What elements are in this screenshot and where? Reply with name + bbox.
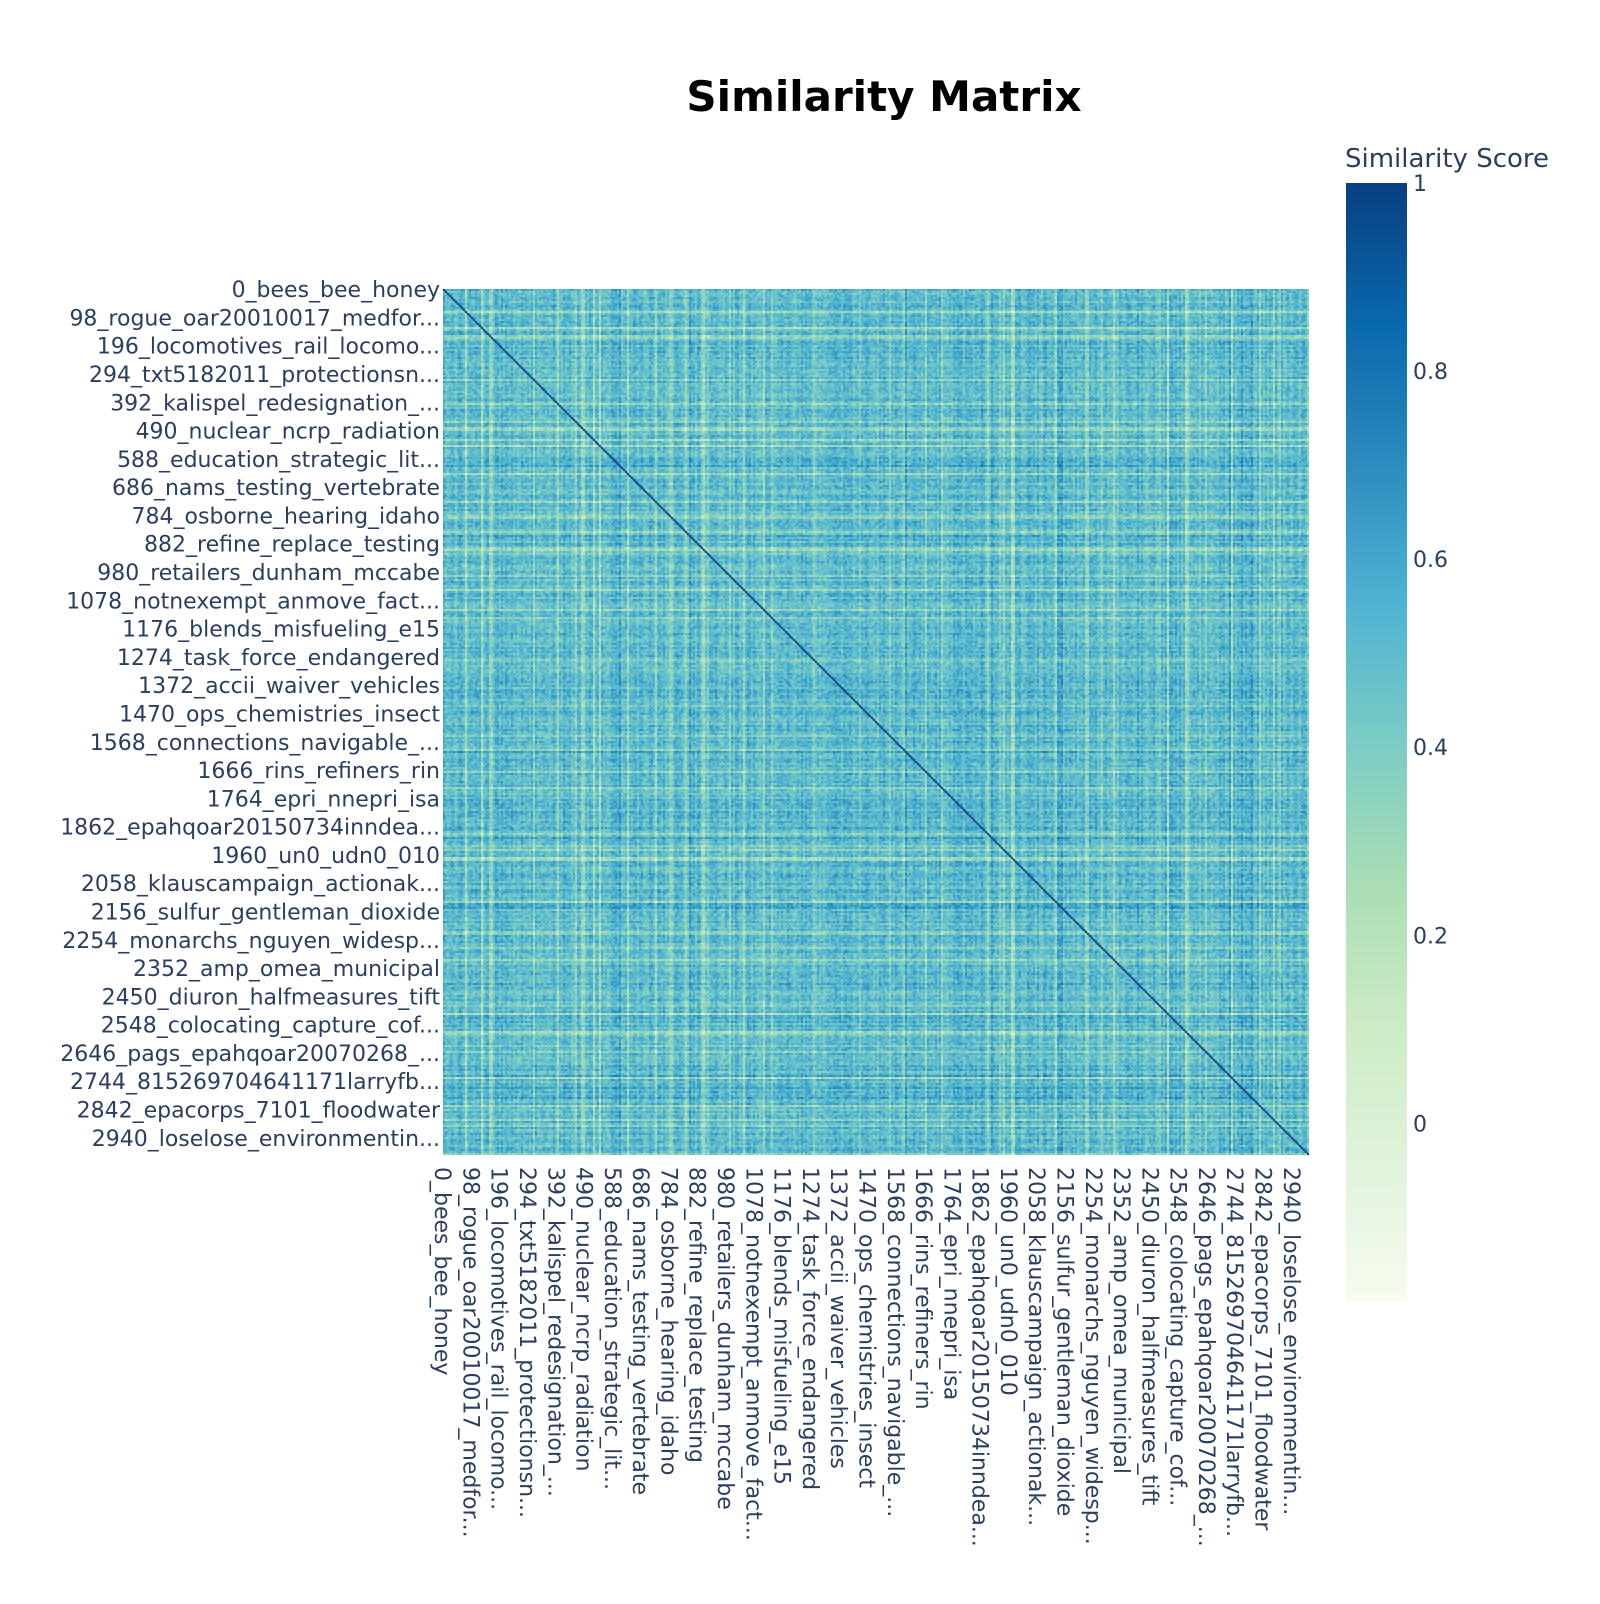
y-tick-label: 2450_diuron_halfmeasures_tift: [102, 985, 441, 1010]
y-tick-label: 98_rogue_oar20010017_medfor...: [69, 306, 440, 331]
y-tick-label: 2352_amp_omea_municipal: [133, 957, 440, 982]
x-tick-label: 1666_rins_refiners_rin: [910, 1167, 935, 1410]
y-tick-label: 1764_epri_nnepri_isa: [207, 787, 440, 812]
chart-title: Similarity Matrix: [686, 72, 1081, 121]
y-tick-label: 2842_epacorps_7101_floodwater: [77, 1099, 441, 1124]
y-tick-label: 1568_connections_navigable_...: [90, 731, 440, 756]
x-tick-label: 2940_loselose_environmentin...: [1278, 1167, 1303, 1515]
y-tick-label: 2744_815269704641171larryfb...: [70, 1070, 440, 1095]
x-tick-label: 1274_task_force_endangered: [797, 1167, 822, 1490]
x-tick-label: 2842_epacorps_7101_floodwater: [1250, 1167, 1275, 1531]
x-axis-tick-labels: 0_bees_bee_honey 98_rogue_oar20010017_med…: [429, 1167, 1303, 1547]
y-tick-label: 294_txt5182011_protectionsn...: [89, 363, 440, 388]
y-tick-label: 1078_notnexempt_anmove_fact...: [66, 589, 440, 614]
x-tick-label: 2058_klauscampaign_actionak...: [1023, 1167, 1048, 1526]
colorbar: Similarity Score 0 0.2 0.4 0.6 0.8 1: [1345, 144, 1549, 1302]
y-tick-label: 2254_monarchs_nguyen_widesp...: [62, 929, 440, 954]
x-tick-label: 2450_diuron_halfmeasures_tift: [1136, 1167, 1161, 1506]
y-tick-label: 784_osborne_hearing_idaho: [132, 504, 440, 529]
y-tick-label: 392_kalispel_redesignation_...: [110, 391, 440, 416]
y-tick-label: 1960_un0_udn0_010: [211, 844, 440, 869]
x-tick-label: 1078_notnexempt_anmove_fact...: [740, 1167, 765, 1541]
heatmap-plot-area: [442, 288, 1310, 1156]
x-tick-label: 1176_blends_misfueling_e15: [769, 1167, 794, 1485]
y-tick-label: 196_locomotives_rail_locomo...: [97, 335, 440, 360]
x-tick-label: 588_education_strategic_lit...: [599, 1167, 624, 1490]
x-tick-label: 784_osborne_hearing_idaho: [655, 1167, 680, 1475]
colorbar-tick-label: 0.6: [1413, 548, 1448, 573]
x-tick-label: 2646_pags_epahqoar20070268_...: [1193, 1167, 1218, 1547]
y-tick-label: 686_nams_testing_vertebrate: [112, 476, 440, 501]
x-tick-label: 2744_815269704641171larryfb...: [1221, 1167, 1246, 1537]
x-tick-label: 1960_un0_udn0_010: [995, 1167, 1020, 1396]
colorbar-tick-label: 0: [1413, 1112, 1427, 1137]
y-tick-label: 1470_ops_chemistries_insect: [119, 702, 440, 727]
y-tick-label: 2646_pags_epahqoar20070268_...: [60, 1042, 440, 1067]
x-tick-label: 980_retailers_dunham_mccabe: [712, 1167, 737, 1510]
x-tick-label: 2352_amp_omea_municipal: [1108, 1167, 1133, 1474]
x-tick-label: 2254_monarchs_nguyen_widesp...: [1080, 1167, 1105, 1545]
x-tick-label: 392_kalispel_redesignation_...: [542, 1167, 567, 1497]
x-tick-label: 294_txt5182011_protectionsn...: [514, 1167, 539, 1518]
colorbar-tick-label: 0.2: [1413, 924, 1448, 949]
x-tick-label: 196_locomotives_rail_locomo...: [486, 1167, 511, 1510]
x-tick-label: 0_bees_bee_honey: [429, 1167, 454, 1375]
x-tick-label: 1568_connections_navigable_...: [882, 1167, 907, 1517]
y-tick-label: 2940_loselose_environmentin...: [92, 1127, 440, 1152]
y-tick-label: 0_bees_bee_honey: [232, 278, 440, 303]
colorbar-tick-label: 0.8: [1413, 360, 1448, 385]
x-tick-label: 2156_sulfur_gentleman_dioxide: [1052, 1167, 1077, 1516]
y-tick-label: 2058_klauscampaign_actionak...: [81, 872, 440, 897]
colorbar-gradient: [1346, 183, 1407, 1302]
y-tick-label: 1862_epahqoar20150734inndea...: [60, 816, 440, 841]
colorbar-title: Similarity Score: [1345, 144, 1549, 174]
y-tick-label: 882_refine_replace_testing: [144, 533, 440, 558]
y-tick-label: 1372_accii_waiver_vehicles: [138, 674, 440, 699]
y-tick-label: 588_education_strategic_lit...: [117, 448, 440, 473]
x-tick-label: 1862_epahqoar20150734inndea...: [967, 1167, 992, 1547]
y-tick-label: 490_nuclear_ncrp_radiation: [136, 420, 440, 445]
y-tick-label: 2156_sulfur_gentleman_dioxide: [91, 901, 440, 926]
y-tick-label: 980_retailers_dunham_mccabe: [97, 561, 440, 586]
x-tick-label: 686_nams_testing_vertebrate: [627, 1167, 652, 1495]
diagonal-line: [442, 288, 1310, 1156]
y-tick-label: 2548_colocating_capture_cof...: [101, 1014, 440, 1039]
colorbar-tick-label: 0.4: [1413, 736, 1448, 761]
x-tick-label: 1470_ops_chemistries_insect: [853, 1167, 878, 1488]
y-tick-label: 1666_rins_refiners_rin: [197, 759, 440, 784]
x-tick-label: 2548_colocating_capture_cof...: [1165, 1167, 1190, 1506]
colorbar-tick-label: 1: [1413, 172, 1427, 197]
y-tick-label: 1176_blends_misfueling_e15: [122, 618, 440, 643]
y-axis-tick-labels: 0_bees_bee_honey 98_rogue_oar20010017_med…: [60, 278, 441, 1152]
x-tick-label: 1372_accii_waiver_vehicles: [825, 1167, 850, 1469]
x-tick-label: 490_nuclear_ncrp_radiation: [571, 1167, 596, 1471]
x-tick-label: 1764_epri_nnepri_isa: [938, 1167, 963, 1400]
y-tick-label: 1274_task_force_endangered: [117, 646, 440, 671]
x-tick-label: 98_rogue_oar20010017_medfor...: [457, 1167, 482, 1538]
x-tick-label: 882_refine_replace_testing: [684, 1167, 709, 1463]
